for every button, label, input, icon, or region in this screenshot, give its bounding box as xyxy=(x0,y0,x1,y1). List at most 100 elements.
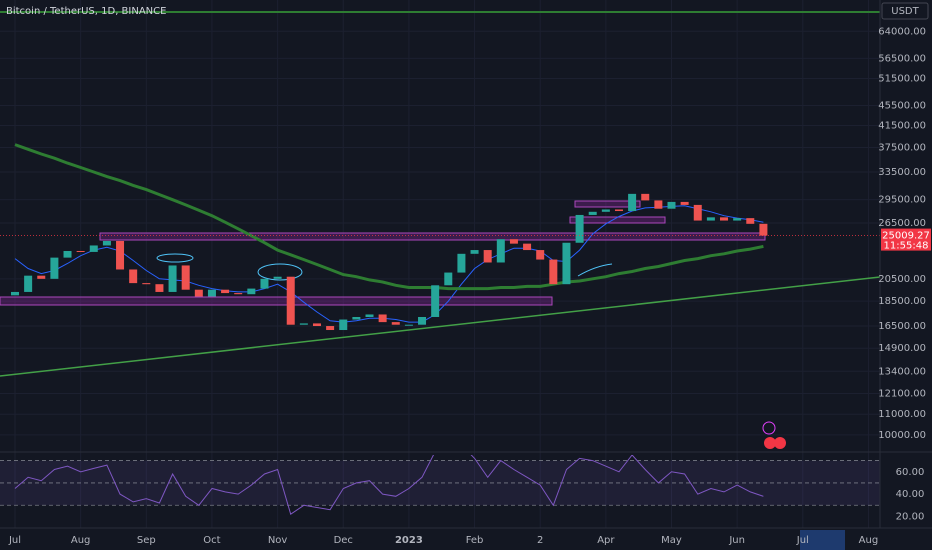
x-tick-label: 2 xyxy=(537,535,543,546)
y-tick-label: 18500.00 xyxy=(878,296,926,307)
zone xyxy=(0,296,553,306)
moving-average xyxy=(14,205,764,323)
y-tick-label: 26500.00 xyxy=(878,218,926,229)
candle xyxy=(601,209,610,212)
candle xyxy=(89,245,98,252)
candle xyxy=(391,322,400,325)
candle xyxy=(273,276,282,279)
candle xyxy=(667,201,676,209)
icon[interactable] xyxy=(764,437,776,449)
x-tick-label: Nov xyxy=(268,535,288,546)
icon[interactable] xyxy=(762,421,776,435)
candle xyxy=(260,278,269,289)
y-tick-label: 16500.00 xyxy=(878,321,926,332)
y-tick-label: 10000.00 xyxy=(878,430,926,441)
drawing xyxy=(156,253,194,263)
rsi-tick-label: 20.00 xyxy=(896,511,925,522)
candle xyxy=(37,275,46,279)
drawing xyxy=(257,263,303,281)
candle xyxy=(614,209,623,212)
candle xyxy=(168,265,177,292)
x-tick-label: Jul xyxy=(8,535,21,546)
y-tick-label: 29500.00 xyxy=(878,195,926,206)
y-tick-label: 51500.00 xyxy=(878,74,926,85)
x-tick-label: Aug xyxy=(71,535,91,546)
candle xyxy=(628,193,637,212)
y-tick-label: 33500.00 xyxy=(878,167,926,178)
y-tick-label: 20500.00 xyxy=(878,274,926,285)
candle xyxy=(129,269,138,284)
candle xyxy=(234,293,243,295)
candle xyxy=(680,201,689,205)
y-tick-label: 56500.00 xyxy=(878,53,926,64)
y-tick-label: 64000.00 xyxy=(878,26,926,37)
candle xyxy=(352,316,361,320)
x-tick-label: Oct xyxy=(203,535,220,546)
candle xyxy=(562,242,571,285)
candle xyxy=(11,291,19,296)
price-label-box xyxy=(881,228,931,251)
candle xyxy=(155,284,164,292)
rsi-tick-label: 40.00 xyxy=(896,489,925,500)
x-tick-label: Dec xyxy=(334,535,353,546)
y-tick-label: 14900.00 xyxy=(878,343,926,354)
range-highlight xyxy=(800,530,845,550)
icon[interactable] xyxy=(774,437,786,449)
candle xyxy=(181,265,190,290)
candle xyxy=(378,314,387,323)
candle xyxy=(194,289,203,297)
candle xyxy=(706,217,715,221)
candle xyxy=(63,250,72,258)
candle xyxy=(720,217,729,221)
candle xyxy=(24,275,33,292)
candle xyxy=(221,289,230,294)
rsi-plot xyxy=(0,455,880,515)
candle xyxy=(299,323,308,325)
rsi-line xyxy=(14,455,764,515)
candle xyxy=(693,204,702,221)
drawing xyxy=(577,263,613,277)
candle xyxy=(247,288,256,295)
candle xyxy=(207,289,216,297)
candle xyxy=(588,211,597,215)
candle xyxy=(102,240,111,246)
candle xyxy=(326,326,335,331)
rsi-tick-label: 60.00 xyxy=(896,467,925,478)
y-tick-label: 45500.00 xyxy=(878,100,926,111)
x-tick-label: Jul xyxy=(796,535,809,546)
countdown: 11:55:48 xyxy=(884,241,929,252)
x-tick-label: Jun xyxy=(728,535,745,546)
candle xyxy=(339,319,348,331)
candle xyxy=(733,218,742,221)
price-label: 25009.27 xyxy=(882,231,930,242)
y-tick-label: 41500.00 xyxy=(878,120,926,131)
candle xyxy=(116,240,125,270)
x-tick-label: Apr xyxy=(597,535,615,546)
x-tick-label: Aug xyxy=(859,535,879,546)
candle xyxy=(654,200,663,209)
y-tick-label: 12100.00 xyxy=(878,388,926,399)
currency[interactable]: USDT xyxy=(891,6,919,17)
candle xyxy=(496,239,505,263)
x-tick-label: Feb xyxy=(466,535,484,546)
x-tick-label: 2023 xyxy=(395,535,423,546)
currency-box[interactable] xyxy=(881,2,929,20)
candle xyxy=(286,276,295,325)
trend-line xyxy=(0,276,880,377)
candle xyxy=(549,259,558,285)
candle xyxy=(746,218,755,224)
candle xyxy=(50,257,59,279)
x-tick-label: Sep xyxy=(137,535,156,546)
rsi-band xyxy=(0,460,880,506)
candle xyxy=(759,223,768,236)
candle xyxy=(404,324,413,326)
candle xyxy=(470,250,479,254)
price-pane xyxy=(0,143,880,331)
candle xyxy=(575,214,584,243)
zone xyxy=(99,232,766,241)
y-tick-label: 37500.00 xyxy=(878,143,926,154)
candle xyxy=(418,316,427,325)
y-tick-label: 11000.00 xyxy=(878,409,926,420)
candle xyxy=(536,250,545,260)
